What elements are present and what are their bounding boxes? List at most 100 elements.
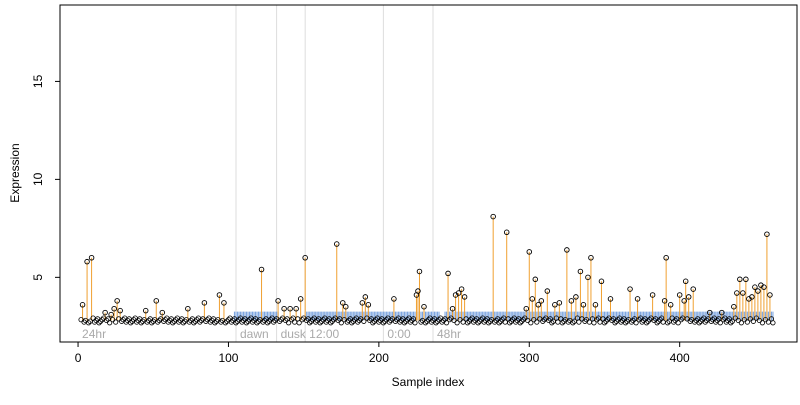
baseline-point: [675, 320, 681, 326]
peak-point: [663, 254, 669, 261]
peak-point: [416, 268, 423, 275]
peak-point: [731, 303, 737, 310]
baseline-point: [576, 319, 582, 325]
peak-point: [737, 276, 743, 283]
peak-point: [564, 247, 570, 253]
baseline-point: [612, 320, 618, 326]
peak-point: [755, 288, 761, 294]
peak-point: [334, 241, 340, 247]
peak-point: [461, 294, 468, 300]
peak-point: [529, 296, 536, 302]
baseline-point: [361, 318, 367, 324]
baseline-point: [380, 320, 386, 326]
peak-point: [682, 278, 689, 285]
baseline-point: [85, 320, 92, 326]
baseline-point: [633, 320, 639, 326]
peak-point: [258, 266, 265, 273]
peak-point: [532, 276, 539, 283]
segment-label: 48hr: [437, 327, 461, 341]
peak-point: [421, 303, 427, 310]
baseline-point: [276, 318, 283, 324]
baseline-point: [328, 320, 334, 326]
baseline-point: [559, 320, 565, 326]
baseline-point: [270, 319, 277, 325]
y-tick-label: 5: [31, 274, 45, 281]
plot-frame: [59, 4, 798, 343]
baseline-point: [180, 320, 186, 326]
peak-point: [391, 296, 397, 302]
baseline-point: [401, 320, 408, 326]
baseline-point: [329, 318, 335, 324]
peak-point: [538, 298, 545, 304]
baseline-point: [696, 320, 702, 326]
peak-point: [719, 309, 725, 316]
baseline-point: [507, 320, 513, 326]
baseline-point: [222, 320, 229, 326]
peak-point: [114, 298, 120, 304]
peak-point: [535, 302, 542, 308]
baseline-point: [591, 320, 597, 326]
baseline-point: [254, 320, 260, 326]
peak-point: [761, 284, 767, 290]
peak-point: [598, 278, 605, 285]
peak-point: [281, 305, 287, 312]
peak-point: [607, 296, 614, 302]
baseline-point: [243, 320, 250, 326]
peak-point: [627, 286, 633, 292]
axes-layer: 0 100 200 300 400 5 10 15: [31, 74, 690, 365]
peak-point: [142, 307, 149, 314]
baseline-point: [296, 320, 302, 326]
baseline-point: [540, 318, 546, 324]
baseline-point: [197, 319, 203, 325]
baseline-point: [622, 320, 629, 326]
baseline-point: [519, 318, 525, 324]
peak-point: [221, 300, 227, 306]
peak-point: [343, 303, 349, 310]
peak-point: [743, 276, 749, 283]
baseline-point: [465, 320, 471, 326]
x-axis-title: Sample index: [392, 375, 465, 389]
peak-point: [153, 298, 160, 304]
peak-point: [449, 305, 456, 312]
peak-point: [455, 290, 462, 296]
peak-point: [764, 231, 770, 237]
baseline-point: [770, 320, 776, 326]
baseline-point: [475, 320, 481, 326]
peak-point: [661, 298, 668, 304]
peak-point: [523, 305, 530, 312]
baseline-point: [603, 318, 609, 324]
baseline-point-layer: [78, 315, 776, 326]
segment-label: dawn: [240, 327, 269, 341]
x-tick-label: 100: [218, 351, 238, 365]
peak-point: [580, 302, 587, 308]
peak-point: [359, 300, 366, 306]
baseline-point: [654, 320, 660, 326]
peak-point: [573, 294, 579, 300]
baseline-point: [702, 319, 708, 325]
peak-point: [503, 229, 510, 236]
baseline-point: [549, 320, 555, 326]
baseline-point: [728, 320, 734, 326]
baseline-point: [528, 320, 534, 326]
baseline-point: [349, 320, 355, 326]
baseline-point: [128, 320, 134, 326]
peak-point: [108, 311, 114, 318]
peak-point: [526, 249, 533, 255]
x-tick-label: 200: [369, 351, 389, 365]
baseline-point: [370, 320, 376, 326]
baseline-point: [433, 320, 439, 326]
peak-point: [458, 286, 465, 292]
baseline-point: [212, 320, 218, 326]
peak-point: [102, 309, 108, 316]
baseline-point: [149, 320, 155, 326]
peak-point: [287, 305, 293, 312]
baseline-point: [443, 320, 450, 326]
baseline-point: [96, 320, 102, 326]
baseline-point: [264, 320, 271, 326]
baseline-point: [601, 320, 608, 326]
baseline-point: [643, 320, 650, 326]
peak-point: [544, 288, 551, 294]
peak-point: [568, 298, 575, 304]
baseline-point: [355, 319, 361, 325]
